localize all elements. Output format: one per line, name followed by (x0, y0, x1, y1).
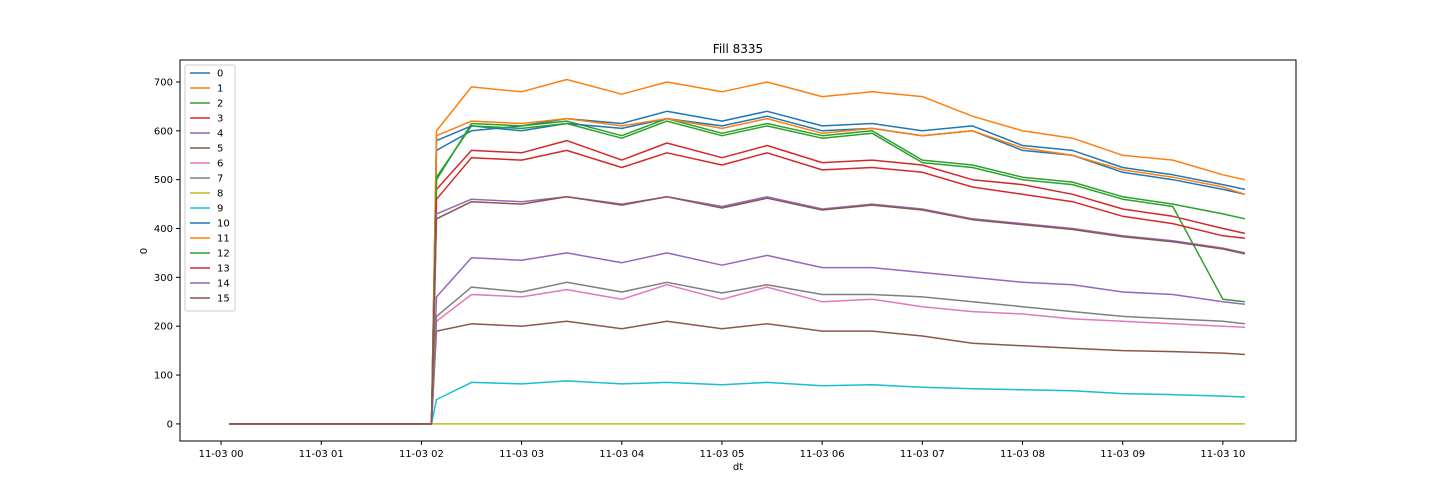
legend-label: 7 (217, 174, 223, 185)
legend-label: 8 (217, 189, 223, 200)
y-tick-label: 600 (154, 126, 173, 137)
series-line-9 (229, 380, 1245, 425)
y-tick-label: 500 (154, 175, 173, 186)
series-line-7 (229, 281, 1245, 425)
x-tick-label: 11-03 01 (299, 449, 344, 460)
y-axis: 0 100 200 300 400 500 600 700 (154, 77, 180, 430)
legend-label: 12 (217, 249, 230, 260)
legend-label: 5 (217, 144, 223, 155)
y-tick-label: 700 (154, 77, 173, 88)
x-tick-label: 11-03 02 (399, 449, 444, 460)
x-tick-label: 11-03 04 (599, 449, 644, 460)
series-line-10 (229, 115, 1246, 425)
legend-label: 1 (217, 84, 223, 95)
legend-label: 15 (217, 294, 230, 305)
series-line-12 (229, 120, 1245, 425)
x-tick-label: 11-03 00 (199, 449, 244, 460)
y-tick-label: 200 (154, 322, 173, 333)
axes-frame (179, 59, 1297, 442)
series-line-5 (229, 320, 1245, 425)
legend-label: 2 (217, 99, 223, 110)
series-line-2 (229, 117, 1246, 425)
legend-label: 10 (217, 219, 230, 230)
plot-area (229, 78, 1246, 425)
legend-label: 14 (217, 279, 230, 290)
legend-label: 11 (217, 234, 230, 245)
legend-box (184, 64, 236, 312)
x-axis: 11-03 00 11-03 01 11-03 02 11-03 03 11-03 04… (199, 441, 1245, 460)
x-tick-label: 11-03 06 (800, 449, 845, 460)
x-tick-label: 11-03 10 (1200, 449, 1245, 460)
legend-label: 6 (217, 159, 223, 170)
legend-label: 0 (217, 69, 223, 80)
legend-label: 13 (217, 264, 230, 275)
x-axis-title: dt (733, 462, 743, 473)
series-line-13 (229, 149, 1245, 425)
y-tick-label: 0 (167, 419, 173, 430)
series-line-0 (229, 110, 1246, 425)
series-line-15 (229, 196, 1246, 425)
series-line-14 (229, 196, 1246, 425)
series-line-3 (229, 139, 1246, 425)
series-line-4 (229, 252, 1245, 425)
legend-label: 9 (217, 204, 223, 215)
y-tick-label: 100 (154, 371, 173, 382)
x-tick-label: 11-03 09 (1100, 449, 1145, 460)
y-tick-label: 400 (154, 224, 173, 235)
legend-label: 4 (217, 129, 223, 140)
legend-label: 3 (217, 114, 223, 125)
series-line-6 (229, 283, 1245, 425)
x-tick-label: 11-03 08 (1000, 449, 1045, 460)
chart-title: Fill 8335 (713, 42, 763, 56)
series-line-1 (229, 78, 1246, 425)
y-tick-label: 300 (154, 273, 173, 284)
x-tick-label: 11-03 05 (699, 449, 744, 460)
x-tick-label: 11-03 07 (900, 449, 945, 460)
y-axis-title: 0 (139, 248, 150, 254)
x-tick-label: 11-03 03 (499, 449, 544, 460)
series-line-11 (229, 117, 1246, 425)
